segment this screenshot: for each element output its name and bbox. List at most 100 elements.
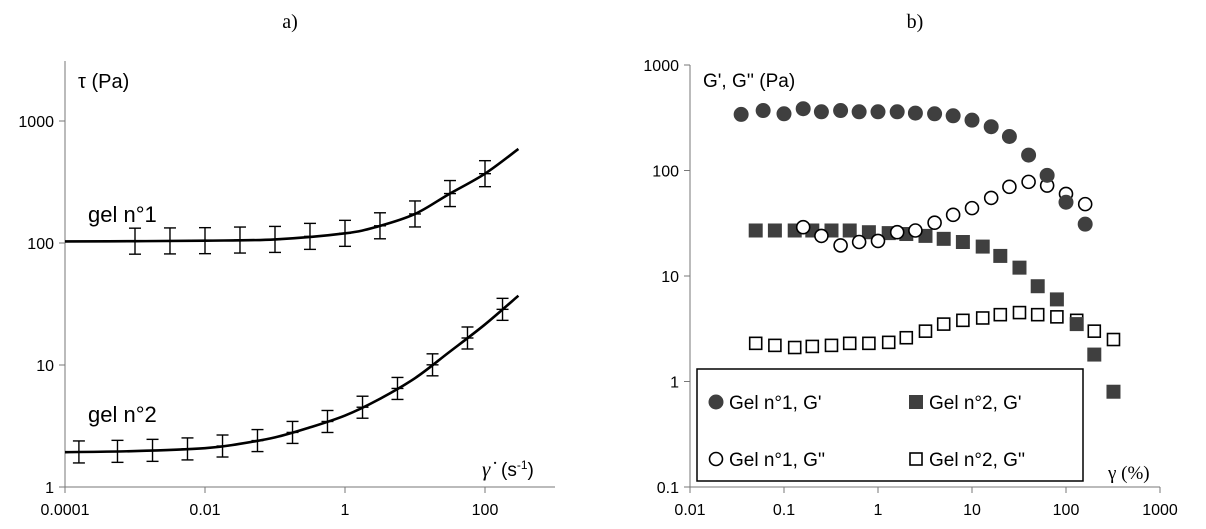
series2-point [993,248,1008,263]
series4-point [1050,310,1064,324]
gel1-annotation: gel n°1 [88,202,157,227]
series2-point [936,231,951,246]
series3-point [833,238,848,253]
series1-point [983,119,999,135]
legend: Gel n°1, G' Gel n°2, G' Gel n°1, G'' Gel n°… [696,368,1084,482]
legend-marker-2 [909,395,923,409]
gel2-point [251,428,264,453]
gel2-point [181,437,194,461]
series4-point [993,307,1008,322]
series1-point [1021,147,1037,163]
gel2-point [391,376,404,401]
series1-point [813,104,829,120]
panel-b-xlabel: γ (%) [1107,463,1150,484]
series4-point [842,336,857,351]
series3-point [964,200,980,216]
series1-point [776,106,792,122]
series2-point [1049,292,1064,307]
series1-point [833,103,849,119]
series1-point [795,101,811,117]
legend-marker-1 [708,394,724,410]
panel-b-y-tick-label: 100 [652,164,679,181]
legend-label-4: Gel n°2, G'' [929,450,1025,471]
series4-point [1106,332,1121,347]
series4-point [1012,305,1027,320]
series1-point [1077,216,1093,232]
panel-b-x-tick-label: 1000 [1142,502,1178,519]
series3-point [851,234,867,250]
series3-point [1077,196,1093,212]
series2-point [1030,279,1045,294]
panel-b-x-tick-label: 10 [963,502,981,519]
series4-point [899,330,914,345]
series1-point [755,103,771,119]
panel-b-x-tick-label: 100 [1053,502,1080,519]
series4-point [824,338,839,353]
gel1-point [409,200,421,228]
panel-b-chart: 0.01 0.1 1 10 100 1000 0.1 1 10 100 1000 G', G'' … [643,58,1177,519]
series2-point [767,223,782,238]
gel1-point [339,219,351,248]
gel2-point [356,395,369,419]
panel-a-label: a) [282,11,298,33]
panel-b-y-tick-label: 10 [661,269,679,286]
series3-point [814,228,829,244]
panel-b-y-tick-label: 0.1 [657,480,679,497]
fit-curve-gel2 [64,294,520,454]
series4-point [748,336,763,351]
gel1-point [303,222,316,251]
legend-label-1: Gel n°1, G' [729,393,822,414]
series4-point [768,338,782,353]
legend-label-3: Gel n°1, G'' [729,450,825,471]
panel-a-y-tick-label: 100 [27,236,54,253]
gel2-point [321,409,334,434]
series2-point [1069,317,1084,332]
panel-a-y-tick-label: 1000 [18,114,54,131]
series3-point [945,207,961,223]
series4-point [805,339,820,354]
gel2-point [426,353,439,377]
panel-b-ylabel: G', G'' (Pa) [703,71,795,92]
panel-a-x-tick-label: 0.0001 [41,502,90,519]
legend-box [696,368,1084,482]
series1-point [927,106,943,122]
series3-point [983,190,999,206]
series2-point [1106,384,1121,399]
gel1-point [269,225,281,254]
series1-point [1058,194,1074,210]
series2-point [842,223,857,238]
series4-point [1030,307,1045,322]
series3-point [1021,174,1036,190]
gel2-point [216,434,229,458]
panel-a-y-tick-label: 10 [36,358,54,375]
gel1-point [163,227,176,255]
panel-b-x-tick-label: 0.01 [674,502,705,519]
series1-point [964,112,980,128]
series3-point [795,219,811,235]
panel-b-y-tick-label: 1000 [643,58,679,75]
legend-label-2: Gel n°2, G' [929,393,1022,414]
panel-a-y-tick-label: 1 [45,480,54,497]
panel-a-xlabel-unit: (s-1) [501,458,534,481]
series2-point [1012,260,1027,275]
series1-point [870,104,886,120]
panel-a-xlabel-symbol: γ̇ [482,457,496,481]
series2-point [861,225,876,240]
series1-point [889,104,905,120]
gel2-point [111,439,124,464]
series3-point [1002,179,1017,195]
series4-point [881,335,896,350]
fit-curve-gel1 [64,147,520,243]
series3-point [870,233,886,249]
panel-b-y-tick-label: 1 [670,375,679,392]
gel1-point [199,226,211,255]
legend-marker-4 [909,452,923,466]
panel-a-ylabel: τ (Pa) [78,71,129,93]
series1-point [945,108,961,124]
panel-a-x-tick-label: 1 [341,502,350,519]
series4-point [862,336,876,351]
series4-point [918,324,933,338]
series1-point [851,104,867,120]
series2-point [748,223,763,238]
series1-point [1001,129,1017,145]
